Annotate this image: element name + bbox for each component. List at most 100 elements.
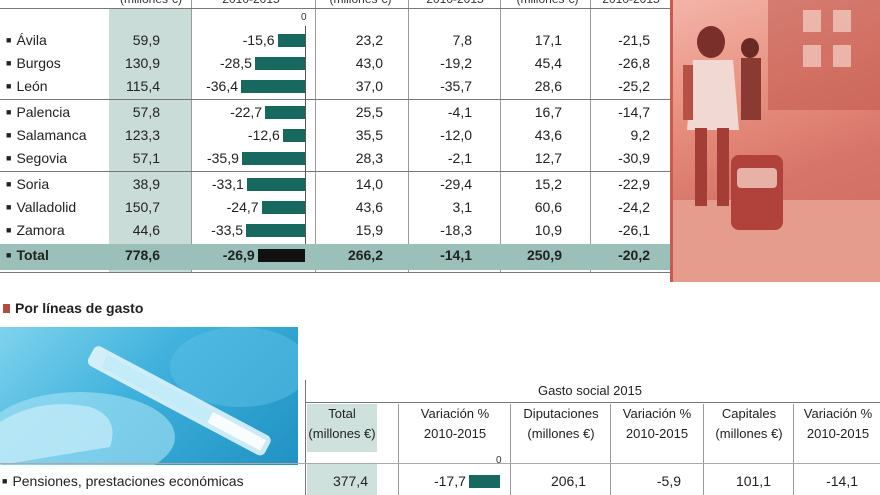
cell-var-total: -33,1	[211, 176, 244, 192]
table-row: Valladolid 150,7 -24,7 43,6 3,1 60,6 -24,2	[0, 196, 670, 219]
cell-total: 377,4	[332, 473, 368, 489]
header-cap-unit: (millones €)	[505, 0, 590, 8]
divider	[510, 404, 511, 495]
header-var-total-line1: Variación %	[420, 406, 490, 421]
total-row: Total 778,6 -26,9 266,2 -14,1 250,9 -20,2	[0, 244, 670, 270]
cell-total: 44,6	[132, 222, 160, 238]
divider	[398, 404, 399, 495]
header-var-cap: Variación % 2010-2015	[796, 404, 880, 452]
table-row: Ávila 59,9 -15,6 23,2 7,8 17,1 -21,5	[0, 29, 670, 52]
variation-bar	[246, 224, 305, 237]
cell-var-dip: -12,0	[440, 127, 472, 143]
variation-bar	[241, 152, 305, 165]
header-total: Total (millones €)	[307, 404, 377, 452]
cell-cap: 15,2	[534, 176, 562, 192]
cell-cap: 60,6	[534, 199, 562, 215]
student-photo-illustration	[673, 0, 880, 282]
header-total-unit: (millones €)	[112, 0, 190, 8]
cell-var-dip: -5,9	[656, 473, 681, 489]
table-rule	[0, 8, 670, 9]
table-rule	[0, 463, 880, 464]
cell-var-dip: -2,1	[447, 150, 472, 166]
cell-var-total: -33,5	[211, 222, 244, 238]
header-var-dip-line2: 2010-2015	[625, 426, 689, 441]
header-var-dip: Variación % 2010-2015	[612, 404, 702, 452]
cell-dip: 14,0	[355, 176, 383, 192]
cell-dip: 43,6	[355, 199, 383, 215]
cell-var-total: -12,6	[247, 127, 280, 143]
cell-var-dip: -35,7	[440, 78, 472, 94]
cell-var-cap: 9,2	[630, 127, 650, 143]
cell-total: 150,7	[124, 199, 160, 215]
cell-cap: 43,6	[534, 127, 562, 143]
cell-var-cap: -21,5	[618, 32, 650, 48]
cell-dip: 35,5	[355, 127, 383, 143]
cell-cap: 45,4	[534, 55, 562, 71]
header-total-line2: (millones €)	[308, 426, 376, 441]
table-row: Soria 38,9 -33,1 14,0 -29,4 15,2 -22,9	[0, 173, 670, 196]
top-table-header: (millones €) 2010-2015 (millones €) 2010…	[0, 0, 670, 8]
province-name: Soria	[6, 176, 49, 192]
header-var-total: 2010-2015	[195, 0, 307, 8]
province-name: Burgos	[6, 55, 60, 71]
cell-var-cap: -14,7	[618, 104, 650, 120]
variation-bar	[468, 475, 500, 488]
variation-bar	[254, 57, 305, 70]
divider	[408, 0, 409, 272]
cell-dip: 43,0	[355, 55, 383, 71]
province-name: Palencia	[6, 104, 70, 120]
cell-var-total: -24,7	[226, 199, 259, 215]
header-dip-line1: Diputaciones	[523, 406, 599, 421]
cell-var-dip: -14,1	[440, 247, 472, 263]
header-var-total: Variación % 2010-2015	[400, 404, 510, 452]
cell-dip: 28,3	[355, 150, 383, 166]
province-name: Zamora	[6, 222, 64, 238]
divider	[315, 0, 316, 272]
cell-total: 115,4	[126, 78, 160, 94]
syringe-photo	[0, 327, 310, 482]
table-row: Palencia 57,8 -22,7 25,5 -4,1 16,7 -14,7	[0, 101, 670, 124]
cell-cap: 28,6	[534, 78, 562, 94]
province-name: Segovia	[6, 150, 67, 166]
student-photo	[670, 0, 880, 282]
section-title-text: Por líneas de gasto	[15, 300, 144, 316]
cell-var-total: -26,9	[222, 247, 255, 263]
header-var-cap-line2: 2010-2015	[806, 426, 870, 441]
cell-cap: 10,9	[534, 222, 562, 238]
header-var-dip: 2010-2015	[410, 0, 500, 8]
cell-total: 57,8	[132, 104, 160, 120]
cell-total: 57,1	[132, 150, 160, 166]
variation-bar	[277, 34, 305, 47]
total-column-highlight	[109, 8, 191, 272]
table-rule	[0, 99, 670, 100]
total-column-highlight-bottom	[307, 464, 377, 495]
divider	[305, 380, 306, 495]
header-cap: Capitales (millones €)	[706, 404, 792, 452]
cell-var-dip: -4,1	[447, 104, 472, 120]
syringe-photo-illustration	[0, 327, 310, 482]
cell-var-cap: -26,8	[618, 55, 650, 71]
table-row: Pensiones, prestaciones económicas 377,4 -…	[0, 470, 880, 493]
cell-cap: 250,9	[526, 247, 562, 263]
province-name: Salamanca	[6, 127, 86, 143]
table-rule	[0, 171, 670, 172]
gasto-social-title: Gasto social 2015	[537, 383, 643, 398]
variation-bar	[257, 249, 305, 262]
header-var-cap-line1: Variación %	[803, 406, 873, 421]
table-row: Salamanca 123,3 -12,6 35,5 -12,0 43,6 9,2	[0, 124, 670, 147]
cell-dip: 15,9	[355, 222, 383, 238]
bar-axis	[305, 26, 306, 266]
cell-total: 123,3	[124, 127, 160, 143]
cell-total: 38,9	[132, 176, 160, 192]
cell-var-dip: 3,1	[452, 199, 472, 215]
cell-var-cap: -25,2	[618, 78, 650, 94]
cell-dip: 206,1	[550, 473, 586, 489]
cell-cap: 17,1	[534, 32, 562, 48]
header-var-dip-line1: Variación %	[622, 406, 692, 421]
cell-total: 778,6	[124, 247, 160, 263]
cell-dip: 23,2	[355, 32, 383, 48]
bar-axis-zero-bottom: 0	[496, 455, 502, 466]
cell-cap: 12,7	[534, 150, 562, 166]
cell-var-cap: -20,2	[618, 247, 650, 263]
cell-var-dip: -29,4	[440, 176, 472, 192]
